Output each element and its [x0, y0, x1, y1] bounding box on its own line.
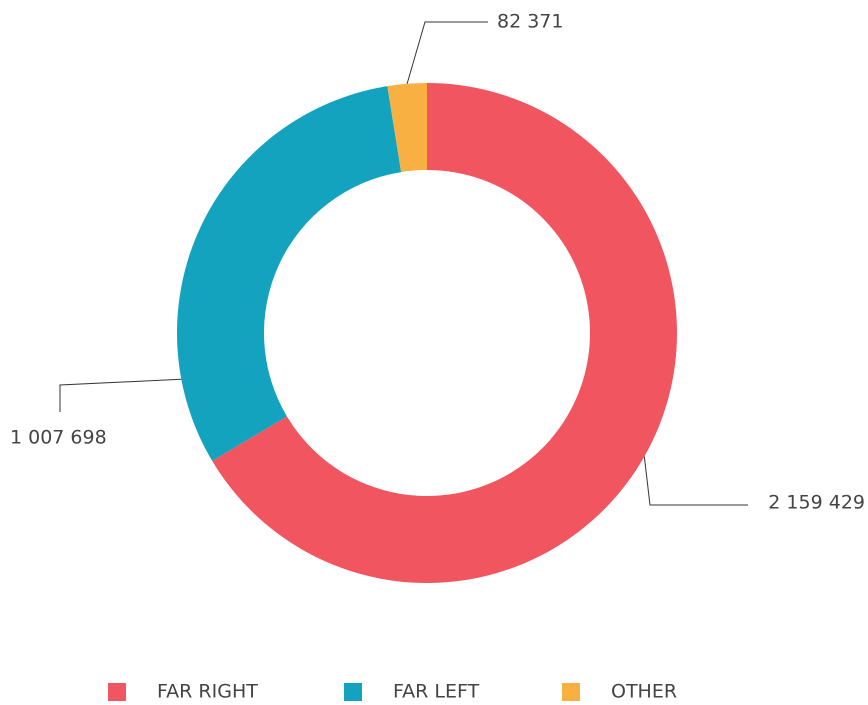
legend-swatch — [562, 683, 580, 701]
legend-label: OTHER — [611, 681, 677, 703]
donut-segment — [212, 83, 677, 583]
leader-line — [643, 456, 748, 506]
data-label: 82 371 — [497, 11, 563, 33]
leader-line — [406, 21, 488, 84]
legend-label: FAR RIGHT — [157, 681, 258, 703]
leader-line — [59, 378, 182, 412]
legend-swatch — [344, 683, 362, 701]
donut-segment — [387, 83, 427, 173]
donut-segment — [177, 86, 402, 461]
data-label: 1 007 698 — [10, 427, 107, 449]
data-label: 2 159 429 — [768, 492, 865, 514]
legend-label: FAR LEFT — [393, 681, 480, 703]
legend-swatch — [108, 683, 126, 701]
